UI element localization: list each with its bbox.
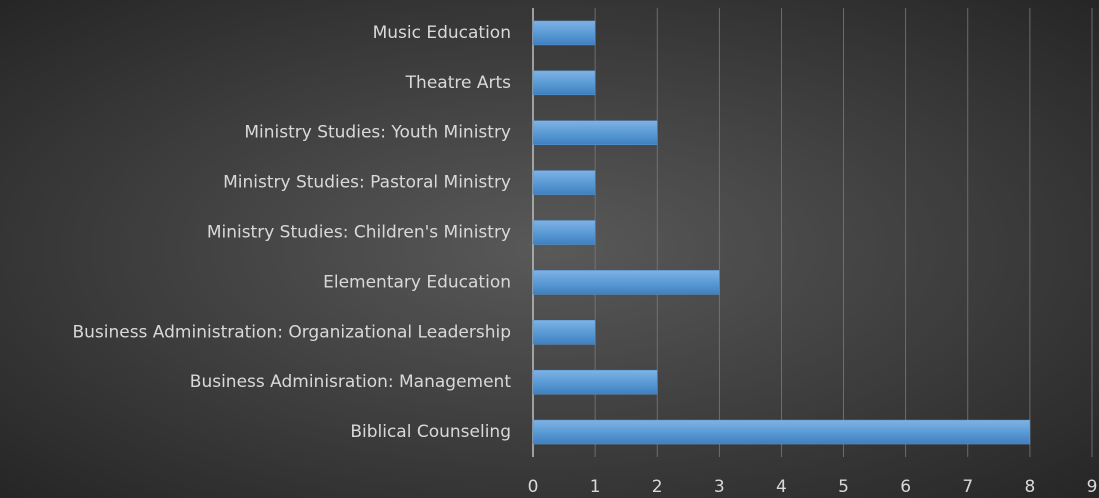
y-tick-label: Elementary Education — [323, 272, 511, 292]
y-tick-label: Ministry Studies: Pastoral Ministry — [223, 173, 511, 193]
bar — [532, 220, 596, 245]
x-tick-label: 0 — [528, 477, 539, 497]
x-tick-label: 7 — [962, 477, 973, 497]
bar — [532, 70, 596, 96]
bar — [532, 270, 720, 295]
y-tick-label: Ministry Studies: Children's Ministry — [207, 223, 511, 243]
y-tick-label: Business Administration: Organizational … — [72, 322, 511, 342]
bar — [532, 20, 596, 46]
bar — [532, 170, 596, 195]
x-tick-label: 5 — [838, 477, 849, 497]
x-tick-label: 2 — [652, 477, 663, 497]
y-tick-label: Music Education — [373, 23, 511, 43]
x-tick-label: 9 — [1087, 477, 1098, 497]
bar — [532, 320, 596, 345]
y-tick-label: Ministry Studies: Youth Ministry — [244, 123, 511, 143]
x-tick-label: 4 — [776, 477, 787, 497]
x-tick-label: 8 — [1024, 477, 1035, 497]
x-tick-label: 6 — [900, 477, 911, 497]
bar — [532, 120, 658, 145]
y-tick-label: Theatre Arts — [405, 73, 511, 93]
x-tick-label: 3 — [714, 477, 725, 497]
bar — [532, 369, 658, 395]
x-tick-label: 1 — [590, 477, 601, 497]
y-tick-label: Biblical Counseling — [350, 422, 511, 442]
y-tick-label: Business Adminisration: Management — [190, 372, 512, 392]
bar — [532, 419, 1031, 445]
